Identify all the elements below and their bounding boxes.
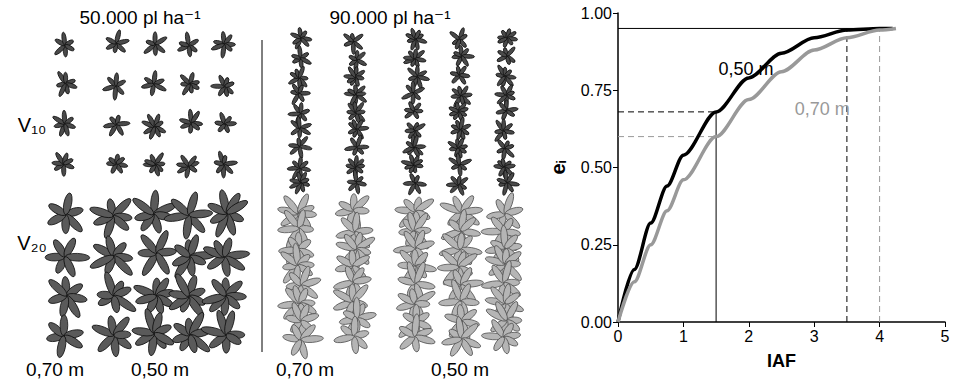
svg-text:2: 2	[744, 328, 753, 345]
svg-text:V₂₀: V₂₀	[17, 232, 46, 254]
svg-text:0,50 m: 0,50 m	[131, 359, 189, 380]
svg-text:0,70 m: 0,70 m	[795, 99, 850, 119]
svg-text:90.000 pl ha⁻¹: 90.000 pl ha⁻¹	[330, 7, 451, 28]
svg-text:1: 1	[679, 328, 688, 345]
svg-text:1.00: 1.00	[581, 5, 612, 22]
svg-text:0: 0	[614, 328, 623, 345]
svg-text:IAF: IAF	[767, 351, 796, 371]
svg-text:0.25: 0.25	[581, 236, 612, 253]
svg-text:4: 4	[875, 328, 884, 345]
svg-text:eᵢ: eᵢ	[547, 160, 569, 174]
svg-text:0,70 m: 0,70 m	[276, 359, 334, 380]
svg-text:3: 3	[810, 328, 819, 345]
svg-text:0,50 m: 0,50 m	[431, 359, 489, 380]
svg-text:0.75: 0.75	[581, 82, 612, 99]
svg-text:5: 5	[941, 328, 950, 345]
svg-text:V₁₀: V₁₀	[18, 114, 46, 136]
svg-text:0.50: 0.50	[581, 159, 612, 176]
svg-text:50.000 pl ha⁻¹: 50.000 pl ha⁻¹	[80, 7, 201, 28]
svg-text:0.00: 0.00	[581, 314, 612, 331]
svg-text:0,50 m: 0,50 m	[719, 59, 774, 79]
svg-text:0,70 m: 0,70 m	[26, 359, 84, 380]
